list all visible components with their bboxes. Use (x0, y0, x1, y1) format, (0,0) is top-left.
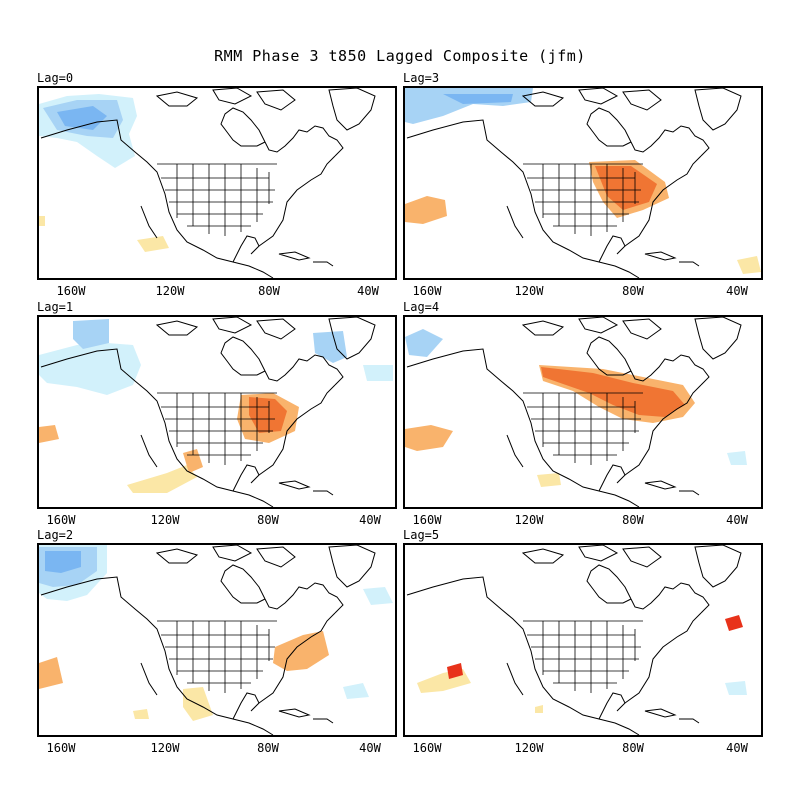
map-lag0 (37, 86, 397, 280)
tick-label: 120W (150, 741, 180, 755)
panel-label: Lag=3 (403, 71, 440, 85)
tick-label: 160W (46, 741, 76, 755)
figure-title: RMM Phase 3 t850 Lagged Composite (jfm) (214, 47, 586, 65)
tick-label: 40W (726, 284, 748, 298)
tick-label: 160W (412, 741, 442, 755)
map-lag5 (403, 543, 763, 737)
tick-label: 120W (514, 513, 544, 527)
tick-label: 80W (622, 513, 644, 527)
tick-label: 160W (46, 513, 76, 527)
tick-label: 120W (155, 284, 185, 298)
cold-anomaly-region (73, 319, 109, 349)
cold-anomaly-region (57, 106, 107, 130)
tick-label: 80W (258, 284, 280, 298)
panel-lag1: Lag=1 160W 120W 80W 40W (37, 300, 397, 527)
tick-label: 40W (357, 284, 379, 298)
warm-anomaly-region (737, 256, 761, 274)
panel-label: Lag=4 (403, 300, 440, 314)
cold-anomaly-region (405, 329, 443, 357)
map-lag1 (37, 315, 397, 509)
tick-label: 160W (412, 513, 442, 527)
panel-lag0: Lag=0 160W 120W 80W 40W (37, 71, 397, 298)
cold-anomaly-region (727, 451, 747, 465)
warm-anomaly-region (137, 236, 169, 252)
longitude-ticks: 160W 120W 80W 40W (403, 741, 763, 755)
warm-anomaly-region (127, 465, 197, 493)
cold-anomaly-region (443, 94, 513, 104)
warm-anomaly-region (39, 216, 45, 226)
panel-lag5: Lag=5 160W 120W 80W 40W (403, 528, 763, 755)
tick-label: 160W (412, 284, 442, 298)
longitude-ticks: 160W 120W 80W 40W (403, 513, 763, 527)
warm-anomaly-region (725, 615, 743, 631)
longitude-ticks: 160W 120W 80W 40W (403, 284, 763, 298)
warm-anomaly-region (405, 425, 453, 451)
cold-anomaly-region (39, 343, 141, 395)
warm-anomaly-region (541, 367, 685, 417)
warm-anomaly-region (405, 196, 447, 224)
warm-anomaly-region (447, 663, 463, 679)
panel-label: Lag=5 (403, 528, 440, 542)
tick-label: 80W (257, 741, 279, 755)
warm-anomaly-region (417, 669, 471, 693)
cold-anomaly-region (45, 551, 81, 573)
cold-anomaly-region (405, 88, 533, 124)
cold-anomaly-region (363, 365, 393, 381)
tick-label: 120W (514, 741, 544, 755)
tick-label: 80W (257, 513, 279, 527)
warm-anomaly-region (537, 473, 561, 487)
cold-anomaly-region (725, 681, 747, 695)
longitude-ticks: 160W 120W 80W 40W (37, 284, 397, 298)
tick-label: 120W (514, 284, 544, 298)
panel-lag2: Lag=2 160W 120W 80W 40W (37, 528, 397, 755)
panel-label: Lag=1 (37, 300, 74, 314)
panel-label: Lag=0 (37, 71, 74, 85)
warm-anomaly-region (133, 709, 149, 719)
map-lag4 (403, 315, 763, 509)
panel-label: Lag=2 (37, 528, 74, 542)
longitude-ticks: 160W 120W 80W 40W (37, 513, 397, 527)
tick-label: 40W (359, 741, 381, 755)
map-lag2 (37, 543, 397, 737)
longitude-ticks: 160W 120W 80W 40W (37, 741, 397, 755)
cold-anomaly-region (363, 587, 393, 605)
warm-anomaly-region (39, 425, 59, 443)
cold-anomaly-region (313, 331, 347, 363)
tick-label: 80W (622, 284, 644, 298)
warm-anomaly-region (273, 631, 329, 671)
tick-label: 40W (726, 741, 748, 755)
warm-anomaly-region (535, 705, 543, 713)
panel-lag3: Lag=3 160W 120W 80W 40W (403, 71, 763, 298)
tick-label: 80W (622, 741, 644, 755)
panel-lag4: Lag=4 160W 120W 80W 40W (403, 300, 763, 527)
tick-label: 160W (56, 284, 86, 298)
warm-anomaly-region (595, 166, 657, 210)
map-lag3 (403, 86, 763, 280)
tick-label: 120W (150, 513, 180, 527)
warm-anomaly-region (39, 657, 63, 689)
tick-label: 40W (726, 513, 748, 527)
warm-anomaly-region (249, 397, 287, 433)
cold-anomaly-region (343, 683, 369, 699)
tick-label: 40W (359, 513, 381, 527)
